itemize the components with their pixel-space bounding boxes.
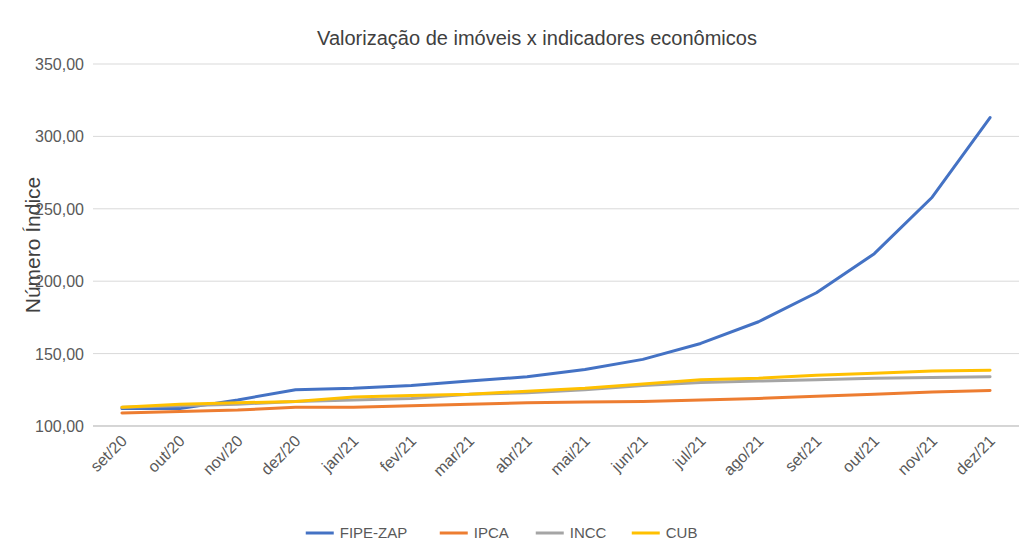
x-tick-label: dez/21 <box>952 432 998 478</box>
background <box>0 0 1024 558</box>
x-tick-label: jul/21 <box>669 432 709 472</box>
legend-label: FIPE-ZAP <box>340 524 408 541</box>
legend-swatch <box>306 532 334 535</box>
x-tick-label: jun/21 <box>607 432 651 476</box>
x-tick-label: fev/21 <box>377 432 420 475</box>
y-tick-label: 250,00 <box>35 201 84 218</box>
grid-line <box>93 426 1019 427</box>
y-tick-label: 200,00 <box>35 273 84 290</box>
legend-label: INCC <box>570 524 607 541</box>
legend-swatch <box>632 532 660 535</box>
x-tick-label: dez/20 <box>258 432 304 478</box>
chart: Valorização de imóveis x indicadores eco… <box>0 0 1024 558</box>
grid-line <box>93 136 1019 137</box>
x-tick-label: mai/21 <box>547 432 593 478</box>
x-tick-label: jan/21 <box>318 432 362 476</box>
grid-line <box>93 353 1019 354</box>
x-tick-label: abr/21 <box>491 432 535 476</box>
legend-swatch <box>536 532 564 535</box>
series-line <box>122 118 990 409</box>
x-tick-label: out/20 <box>144 432 188 476</box>
x-tick-label: out/21 <box>839 432 883 476</box>
legend-label: CUB <box>666 524 698 541</box>
y-axis-label: Número Índice <box>21 177 44 314</box>
x-tick-label: set/20 <box>87 432 130 475</box>
legend-swatch <box>440 532 468 535</box>
plot-area <box>122 118 990 413</box>
grid-line <box>93 281 1019 282</box>
x-axis <box>93 426 1019 427</box>
y-tick-label: 350,00 <box>35 56 84 73</box>
x-tick-label: nov/21 <box>894 432 940 478</box>
y-tick-label: 300,00 <box>35 128 84 145</box>
title: Valorização de imóveis x indicadores eco… <box>317 27 757 49</box>
series-line <box>122 370 990 407</box>
x-tick-label: set/21 <box>782 432 825 475</box>
grid-line <box>93 64 1019 65</box>
legend-label: IPCA <box>474 524 509 541</box>
legend: FIPE-ZAP IPCA INCC CUB <box>306 524 698 541</box>
y-tick-label: 150,00 <box>35 346 84 363</box>
x-tick-label: mar/21 <box>430 432 477 479</box>
x-tick-label: nov/20 <box>200 432 246 478</box>
grid-line <box>93 208 1019 209</box>
y-tick-label: 100,00 <box>35 418 84 435</box>
x-tick-label: ago/21 <box>720 432 767 479</box>
